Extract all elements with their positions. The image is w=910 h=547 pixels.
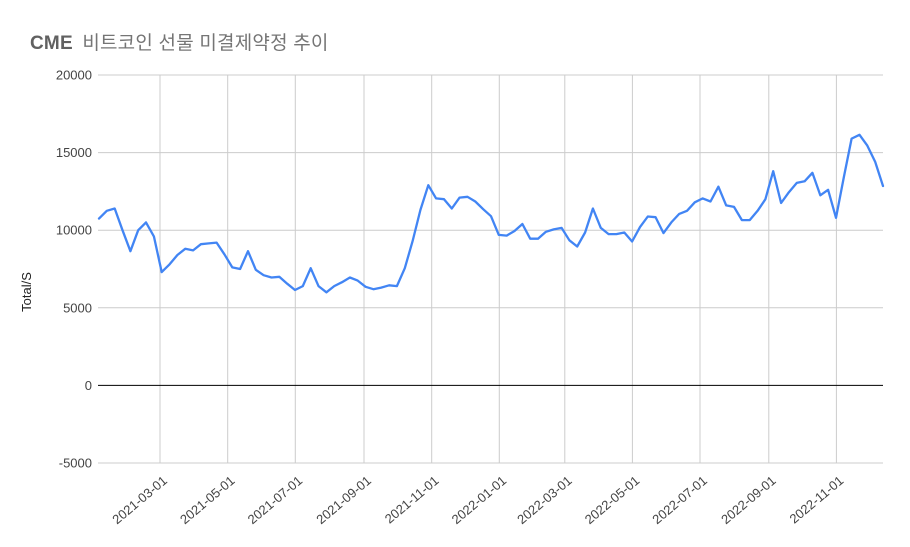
x-tick-label: 2021-07-01: [245, 473, 306, 527]
y-tick-label: 15000: [56, 145, 92, 160]
y-axis-title: Total/S: [19, 272, 34, 312]
x-tick-label: 2021-11-01: [382, 473, 442, 527]
x-tick-label: 2022-01-01: [449, 473, 510, 527]
x-tick-label: 2022-05-01: [582, 473, 643, 527]
chart-title-text: 비트코인 선물 미결제약정 추이: [82, 33, 329, 54]
x-tick-label: 2021-09-01: [313, 473, 374, 527]
x-tick-label: 2022-09-01: [718, 473, 779, 527]
y-tick-label: -5000: [59, 456, 92, 471]
x-tick-label: 2021-03-01: [109, 473, 170, 527]
x-tick-label: 2022-11-01: [786, 473, 846, 527]
data-line-total-s: [97, 133, 885, 294]
chart-title: CME 비트코인 선물 미결제약정 추이: [30, 28, 329, 55]
x-tick-label: 2022-03-01: [514, 473, 575, 527]
y-tick-label: 20000: [56, 68, 92, 83]
chart-title-prefix: CME: [30, 33, 73, 54]
y-tick-label: 0: [85, 378, 92, 393]
y-tick-label: 5000: [63, 300, 92, 315]
x-tick-label: 2021-05-01: [177, 473, 238, 527]
x-tick-label: 2022-07-01: [649, 473, 710, 527]
y-tick-label: 10000: [56, 223, 92, 238]
